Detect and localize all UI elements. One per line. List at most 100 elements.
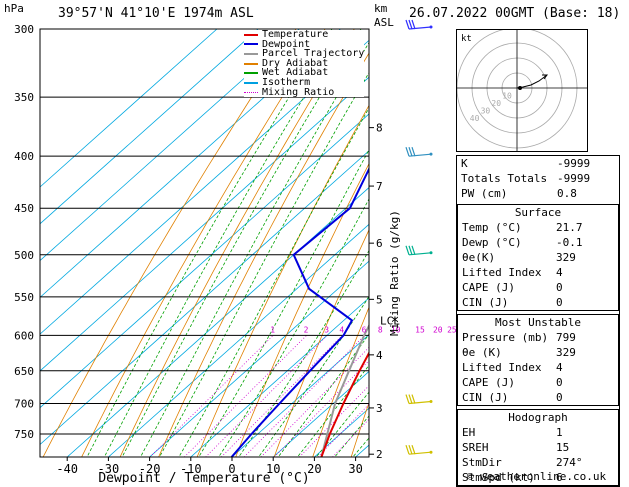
wind-barb-dot — [429, 400, 433, 404]
indices-table: K -9999 Totals Totals -9999 PW (cm) 0.8 Surfa… — [456, 155, 620, 487]
table-row: Lifted Index 4 — [458, 265, 618, 280]
mixing-ratio-line — [299, 385, 369, 457]
hodograph-box: Hodograph EH 1 SREH 15 StmDir 274° StmSpd (kt)… — [457, 409, 619, 486]
pressure-tick-label: 300 — [14, 23, 34, 36]
hodograph-table-title: Hodograph — [508, 411, 568, 424]
pressure-tick-label: 600 — [14, 329, 34, 342]
row-value: -9999 — [557, 157, 591, 170]
km-tick-label: 6 — [376, 237, 383, 250]
hodograph-ring-label: 30 — [481, 107, 491, 116]
x-tick-label: 30 — [348, 462, 362, 476]
legend-item: Dewpoint — [244, 38, 365, 50]
km-tick-label: 7 — [376, 180, 383, 193]
mixing-ratio-label: 3 — [324, 325, 329, 334]
table-row: Dewp (°C) -0.1 — [458, 235, 618, 250]
legend-swatch — [244, 91, 258, 93]
table-row: θe(K) 329 — [458, 250, 618, 265]
legend-item: Temperature — [244, 29, 365, 40]
legend-item: Dry Adiabat — [244, 58, 365, 69]
table-row: StmSpd (kt) 6 — [458, 470, 618, 485]
table-row: Temp (°C) 21.7 — [458, 220, 618, 235]
dewpoint-line — [230, 166, 369, 457]
surface-box: Surface Temp (°C) 21.7 Dewp (°C) -0.1 θe(K) 3… — [457, 204, 619, 311]
row-value: 329 — [556, 346, 576, 359]
row-label: K — [461, 157, 468, 170]
dry-adiabat-line — [158, 52, 369, 457]
isotherm-line — [149, 260, 369, 457]
row-value: 0 — [556, 376, 563, 389]
isotherm-line — [190, 297, 369, 457]
row-label: SREH — [462, 441, 489, 454]
table-row: Totals Totals -9999 — [457, 171, 619, 186]
row-value: 6 — [556, 471, 563, 484]
table-row: PW (cm) 0.8 — [457, 186, 619, 201]
x-tick-label: -30 — [98, 462, 120, 476]
row-label: StmDir — [462, 456, 502, 469]
wind-barb-flag — [411, 245, 416, 255]
row-label: CIN (J) — [462, 296, 509, 309]
legend-swatch — [244, 72, 258, 75]
wind-barb — [408, 153, 432, 157]
wind-barb-dot — [429, 25, 433, 29]
isotherm-line — [231, 334, 369, 457]
legend: Temperature Dewpoint Parcel Trajectory Dry … — [244, 29, 365, 98]
isotherm-line — [40, 29, 300, 262]
wind-barb-flag — [408, 445, 413, 455]
dry-adiabat-line — [621, 29, 629, 457]
row-value: 21.7 — [556, 221, 583, 234]
dry-adiabat-line — [312, 306, 369, 457]
legend-swatch — [244, 62, 258, 65]
wind-barb-flag — [405, 146, 410, 157]
row-label: θe(K) — [462, 251, 496, 264]
row-label: Totals Totals — [461, 172, 548, 185]
row-value: 274° — [556, 456, 583, 469]
dry-adiabat-line — [235, 162, 369, 457]
temperature-line — [320, 350, 369, 457]
x-tick-label: -10 — [180, 462, 202, 476]
legend-swatch — [244, 33, 258, 36]
legend-label: Temperature — [262, 29, 329, 40]
x-tick-label: -20 — [139, 462, 161, 476]
isotherm-line — [40, 113, 369, 409]
row-value: 0 — [556, 296, 563, 309]
table-row: Lifted Index 4 — [458, 360, 618, 375]
pressure-tick-label: 350 — [14, 91, 34, 104]
table-row: EH 1 — [458, 425, 618, 440]
x-axis-label: Dewpoint / Temperature (°C) — [98, 471, 309, 486]
table-row: SREH 15 — [458, 440, 618, 455]
legend-label: Isotherm — [262, 76, 311, 88]
km-tick-label: 2 — [376, 448, 383, 461]
legend-item: Mixing Ratio — [244, 87, 365, 98]
dry-adiabat-line — [196, 104, 369, 457]
mixing-ratio-label: 6 — [362, 325, 367, 334]
hodograph-unit-label: kt — [461, 34, 472, 44]
km-tick-label: 3 — [376, 402, 383, 415]
wind-barb-flag — [405, 394, 410, 404]
wind-barb-flag — [408, 19, 413, 30]
row-value: 15 — [556, 441, 570, 454]
row-label: θe (K) — [462, 346, 502, 359]
row-value: 4 — [556, 361, 563, 374]
pressure-tick-label: 550 — [14, 291, 34, 304]
isotherm-line — [40, 29, 341, 298]
x-tick-label: -40 — [56, 462, 78, 476]
hodograph-ring-label: 20 — [491, 99, 501, 108]
wind-barb — [408, 451, 432, 455]
mixing-ratio-label: 1 — [270, 325, 275, 334]
datetime-title: 26.07.2022 00GMT (Base: 18) — [409, 6, 621, 21]
storm-motion-dot — [518, 86, 522, 90]
x-tick-label: 20 — [307, 462, 321, 476]
legend-item: Isotherm — [244, 76, 365, 88]
wet-adiabat-line — [140, 41, 369, 457]
table-row: CAPE (J) 0 — [458, 280, 618, 295]
mixing-ratio-label: 25 — [447, 325, 457, 334]
hpa-label: hPa — [4, 2, 24, 15]
copyright: © weatheronline.co.uk — [467, 470, 607, 483]
row-label: CIN (J) — [462, 391, 509, 404]
dry-adiabat-line — [119, 29, 355, 457]
mixing-ratio-line — [221, 335, 343, 457]
dry-adiabat-line — [273, 228, 369, 457]
row-label: Dewp (°C) — [462, 236, 522, 249]
legend-label: Dewpoint — [262, 38, 311, 50]
legend-swatch — [244, 81, 258, 84]
